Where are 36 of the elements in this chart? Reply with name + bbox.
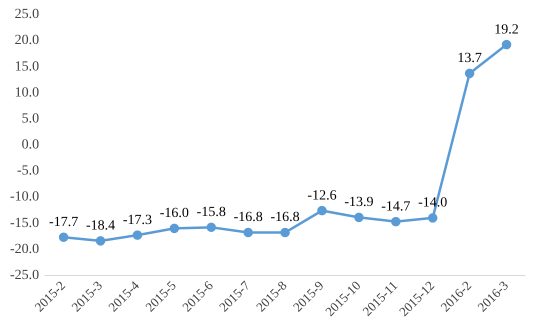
- y-tick-label: 0.0: [22, 138, 40, 153]
- point: [206, 222, 216, 232]
- data-label: -12.6: [307, 188, 337, 204]
- y-tick-label: -5.0: [16, 164, 40, 179]
- point: [132, 230, 142, 240]
- y-tick-label: -10.0: [10, 190, 40, 205]
- point: [243, 228, 253, 238]
- point: [317, 206, 327, 216]
- point: [502, 40, 512, 50]
- point: [354, 212, 364, 222]
- y-tick-label: 15.0: [14, 59, 40, 74]
- y-tick-label: -15.0: [10, 216, 40, 231]
- data-label: -17.7: [49, 214, 78, 230]
- point: [428, 213, 438, 223]
- point: [280, 228, 290, 238]
- point: [58, 232, 68, 242]
- y-tick-label: 5.0: [22, 111, 40, 126]
- data-label: -15.8: [196, 204, 226, 220]
- data-label: -18.4: [86, 218, 116, 234]
- point: [391, 216, 401, 226]
- data-label: 19.2: [494, 22, 519, 38]
- point: [96, 236, 106, 246]
- data-label: -16.8: [270, 210, 300, 226]
- y-tick-label: 10.0: [14, 85, 40, 100]
- data-label: -14.7: [381, 199, 410, 214]
- y-tick-label: 20.0: [14, 33, 40, 48]
- data-label: -17.3: [122, 212, 152, 228]
- data-label: -13.9: [344, 195, 374, 210]
- data-label: 13.7: [457, 51, 482, 66]
- y-tick-label: 25.0: [14, 7, 40, 22]
- data-label: -16.8: [234, 210, 263, 226]
- point: [464, 68, 474, 78]
- point: [170, 224, 180, 234]
- data-label: -16.0: [160, 206, 189, 222]
- y-tick-label: -25.0: [10, 268, 40, 284]
- y-tick-label: -20.0: [10, 242, 40, 257]
